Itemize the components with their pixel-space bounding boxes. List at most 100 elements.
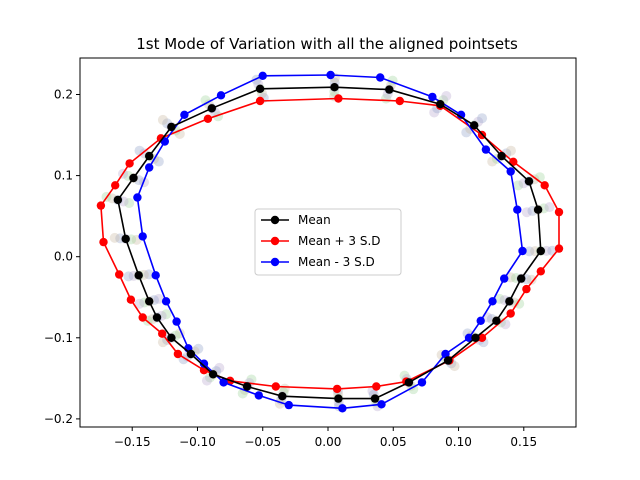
series-point: [536, 267, 545, 276]
series-point: [172, 317, 181, 326]
x-tick-label: −0.05: [244, 435, 281, 449]
aligned-pointset-marker: [544, 202, 555, 213]
aligned-pointset-marker: [134, 145, 145, 156]
series-point: [524, 177, 534, 186]
series-point: [404, 378, 414, 387]
legend-label: Mean + 3 S.D: [298, 234, 381, 248]
y-tick-label: −0.1: [44, 331, 73, 345]
aligned-pointset-marker: [201, 375, 212, 386]
series-point: [258, 71, 267, 81]
series-point: [554, 244, 564, 253]
series-point: [417, 378, 427, 387]
series-point: [284, 400, 293, 410]
aligned-pointset-marker: [408, 384, 419, 395]
aligned-pointset-marker: [124, 197, 135, 208]
legend-marker: [270, 257, 280, 267]
series-point: [186, 349, 196, 359]
series-point: [428, 92, 437, 102]
y-axis: −0.2 −0.1 0.0 0.1 0.2: [44, 87, 80, 426]
x-tick-label: 0.00: [315, 435, 342, 449]
legend: Mean Mean + 3 S.D Mean - 3 S.D: [254, 208, 402, 276]
aligned-pointset-marker: [461, 127, 472, 138]
series-point: [129, 173, 138, 183]
series-point: [506, 167, 515, 176]
series-point: [208, 370, 218, 379]
series-point: [376, 73, 385, 82]
aligned-pointset-marker: [521, 207, 532, 218]
aligned-pointset-marker: [524, 246, 535, 257]
series-point: [481, 145, 491, 154]
series-point: [173, 349, 183, 359]
x-tick-label: −0.15: [114, 435, 151, 449]
aligned-pointset-marker: [123, 271, 134, 282]
series-point: [436, 100, 445, 109]
series-point: [338, 404, 347, 413]
aligned-pointset-marker: [487, 156, 498, 167]
aligned-pointset-marker: [109, 232, 120, 243]
series-point: [536, 246, 545, 256]
series-point: [540, 181, 549, 190]
series-point: [242, 382, 252, 391]
series-point: [126, 295, 136, 304]
x-tick-label: 0.05: [380, 435, 407, 449]
legend-label: Mean: [298, 213, 331, 227]
series-point: [271, 382, 280, 391]
series-point: [334, 394, 343, 403]
series-point: [533, 205, 543, 214]
aligned-pointset-marker: [505, 272, 516, 283]
series-point: [395, 96, 404, 106]
series-point: [464, 333, 474, 342]
y-tick-label: 0.0: [54, 250, 73, 264]
series-point: [278, 392, 287, 401]
series-point: [506, 309, 515, 318]
legend-marker: [270, 215, 280, 225]
series-point: [138, 313, 147, 322]
y-tick-label: −0.2: [44, 412, 73, 426]
aligned-pointset-marker: [526, 274, 537, 285]
series-point: [207, 104, 216, 113]
x-tick-label: 0.15: [510, 435, 537, 449]
series-point: [255, 84, 265, 94]
aligned-pointset-marker: [214, 362, 225, 373]
series-point: [113, 195, 123, 205]
aligned-pointset-marker: [143, 269, 154, 280]
series-point: [133, 193, 142, 202]
series-point: [471, 333, 480, 342]
legend-marker: [270, 236, 280, 246]
series-point: [134, 271, 143, 280]
series-point: [470, 121, 479, 130]
series-point: [254, 391, 263, 400]
aligned-pointset-marker: [134, 298, 145, 309]
series-line-mean-3-s-d: [100, 97, 560, 390]
series-point: [372, 382, 381, 391]
series-point: [158, 329, 167, 338]
series-point: [476, 316, 485, 325]
series-point: [219, 378, 228, 387]
series-point: [332, 384, 342, 394]
series-point: [216, 91, 226, 100]
series-point: [255, 96, 265, 106]
series-point: [152, 313, 162, 322]
plot-area: [96, 70, 564, 413]
aligned-pointset-marker: [153, 293, 164, 304]
aligned-pointset-marker: [514, 298, 525, 309]
series-point: [518, 246, 527, 256]
series-point: [377, 400, 386, 409]
series-point: [145, 297, 154, 306]
series-point: [151, 271, 160, 280]
series-point: [121, 234, 130, 244]
chart-title: 1st Mode of Variation with all the align…: [136, 35, 518, 53]
series-point: [167, 122, 176, 132]
aligned-pointset-marker: [157, 114, 168, 125]
series-point: [145, 151, 154, 161]
series-point: [517, 274, 526, 283]
series-point: [125, 159, 134, 168]
x-tick-label: −0.10: [179, 435, 216, 449]
series-line-mean: [117, 86, 542, 400]
series-point: [522, 284, 531, 294]
series-point: [488, 297, 497, 306]
series-point: [500, 274, 509, 283]
series-point: [115, 270, 124, 279]
series-line-mean-3-s-d: [136, 74, 524, 410]
